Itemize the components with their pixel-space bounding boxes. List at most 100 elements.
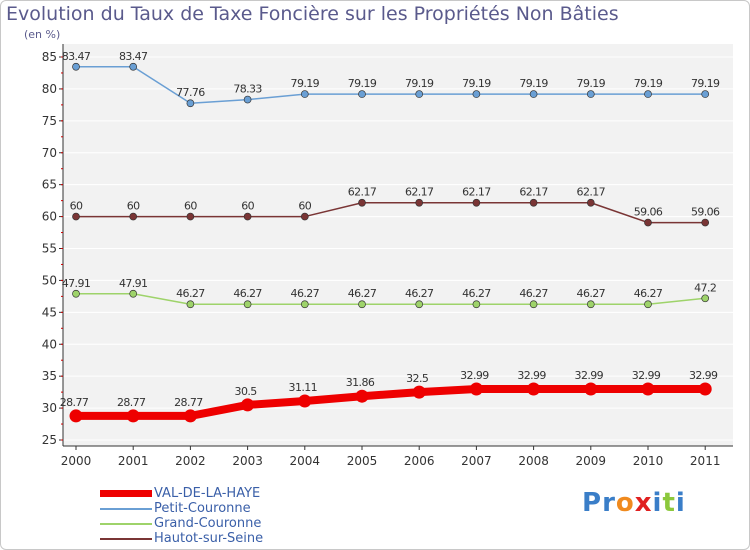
data-point (358, 198, 366, 207)
data-point (129, 289, 138, 298)
y-tick-label: 45 (42, 305, 57, 319)
data-point (415, 90, 424, 98)
legend-item: Hautot-sur-Seine (100, 531, 320, 546)
data-label: 77.76 (176, 86, 205, 99)
y-tick-label: 70 (42, 146, 57, 160)
legend-label: Hautot-sur-Seine (154, 531, 264, 546)
y-minor-tick (61, 168, 63, 170)
legend-item: VAL-DE-LA-HAYE (100, 486, 320, 501)
data-label: 46.27 (348, 287, 377, 300)
data-point (183, 409, 197, 423)
data-label: 46.27 (462, 287, 491, 300)
x-tick-label: 2007 (461, 454, 492, 468)
data-label: 28.77 (174, 396, 203, 409)
y-minor-tick (61, 72, 63, 74)
data-label: 79.19 (405, 77, 434, 90)
data-label: 60 (70, 200, 83, 213)
data-label: 46.27 (634, 287, 663, 300)
y-minor-tick (61, 375, 63, 377)
data-point (415, 198, 424, 207)
data-point (300, 300, 309, 309)
data-point (126, 409, 140, 423)
y-minor-tick (61, 184, 63, 186)
x-tick-label: 2000 (61, 454, 92, 468)
data-point (586, 198, 595, 207)
y-minor-tick (61, 279, 63, 281)
x-tick-label: 2010 (633, 454, 664, 468)
y-tick-label: 60 (42, 210, 57, 224)
data-label: 79.19 (577, 77, 606, 90)
y-minor-tick (61, 216, 63, 218)
data-point (586, 90, 595, 98)
data-label: 83.47 (62, 50, 91, 63)
data-point (129, 62, 138, 71)
data-point (527, 382, 541, 396)
y-minor-tick (61, 439, 63, 441)
y-minor-tick (61, 295, 63, 297)
data-label: 78.33 (233, 83, 262, 96)
data-label: 32.99 (575, 369, 604, 382)
logo-letter: x (634, 488, 653, 518)
legend-label: Grand-Couronne (154, 516, 262, 531)
y-tick-label: 55 (42, 242, 57, 256)
chart-title: Evolution du Taux de Taxe Foncière sur l… (6, 3, 619, 25)
data-point (243, 95, 252, 104)
data-label: 32.99 (460, 369, 489, 382)
data-point (472, 90, 481, 98)
data-point (186, 99, 195, 108)
data-label: 32.99 (632, 369, 661, 382)
data-label: 79.19 (462, 77, 491, 90)
data-label: 46.27 (405, 287, 434, 300)
data-point (469, 382, 483, 396)
data-label: 62.17 (405, 186, 434, 199)
legend-swatch (100, 508, 152, 510)
data-label: 62.17 (577, 186, 606, 199)
plot-area (63, 44, 733, 446)
data-point (358, 90, 366, 98)
y-minor-tick (61, 120, 63, 122)
data-point (644, 90, 652, 98)
y-axis-unit: (en %) (24, 28, 61, 41)
data-point (243, 300, 252, 309)
data-label: 62.17 (348, 186, 377, 199)
logo-letter: i (675, 488, 686, 518)
data-label: 60 (184, 200, 197, 213)
data-point (72, 289, 80, 298)
data-point (644, 300, 652, 309)
data-label: 47.91 (62, 277, 91, 290)
data-label: 60 (127, 200, 140, 213)
data-point (300, 212, 309, 221)
data-point (644, 218, 652, 227)
y-minor-tick (61, 56, 63, 58)
x-tick-label: 2009 (576, 454, 607, 468)
y-minor-tick (61, 391, 63, 393)
data-label: 79.19 (348, 77, 377, 90)
data-label: 32.5 (406, 372, 429, 385)
logo-letter: P (582, 488, 603, 518)
data-point (529, 90, 538, 98)
data-point (241, 398, 255, 412)
y-tick-label: 40 (42, 337, 57, 351)
y-minor-tick (61, 311, 63, 313)
data-label: 28.77 (60, 396, 89, 409)
x-tick-label: 2008 (518, 454, 549, 468)
data-point (72, 212, 80, 221)
data-point (529, 300, 538, 309)
data-point (69, 409, 83, 423)
y-minor-tick (61, 343, 63, 345)
data-label: 31.86 (346, 376, 375, 389)
y-tick-label: 85 (42, 50, 57, 64)
logo-letter: o (615, 488, 635, 518)
data-label: 60 (298, 200, 311, 213)
series-line (75, 66, 706, 104)
legend-swatch (100, 490, 152, 497)
data-label: 30.5 (235, 385, 258, 398)
data-point (186, 300, 195, 309)
y-minor-tick (61, 263, 63, 265)
data-point (584, 382, 598, 396)
data-point (698, 382, 712, 396)
series-line (72, 384, 710, 420)
data-label: 46.27 (233, 287, 262, 300)
data-label: 47.2 (694, 281, 716, 294)
